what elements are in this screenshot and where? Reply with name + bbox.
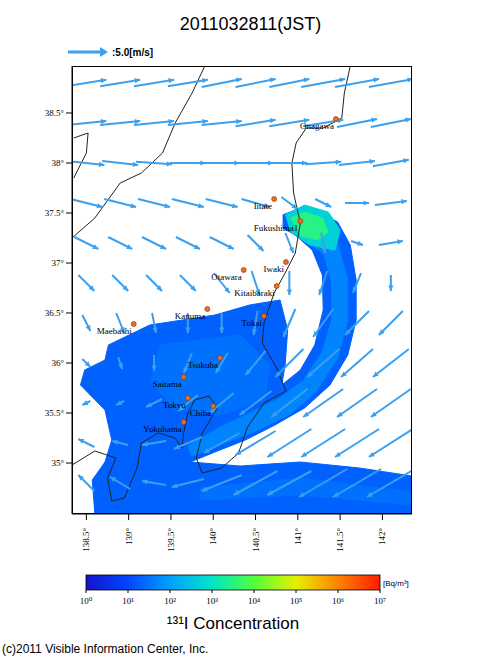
svg-text:Onagawa: Onagawa [300,121,334,131]
svg-text:10⁶: 10⁶ [332,596,344,606]
svg-text:Tokyo: Tokyo [163,400,186,410]
svg-text:Tsukuba: Tsukuba [188,360,218,370]
svg-text:139.5°: 139.5° [166,528,176,552]
svg-text:38.5°: 38.5° [45,108,65,118]
svg-text:35°: 35° [51,458,64,468]
svg-text:141°: 141° [293,528,303,546]
svg-text:35.5°: 35.5° [45,408,65,418]
svg-text:Kanuma: Kanuma [175,311,206,321]
svg-text:140°: 140° [208,528,218,546]
svg-text:141.5°: 141.5° [335,528,345,552]
svg-text:10³: 10³ [206,596,218,606]
svg-text:Iwaki: Iwaki [263,264,284,274]
svg-text:140.5°: 140.5° [251,528,261,552]
svg-text:10²: 10² [164,596,176,606]
svg-text:¹³¹I Concentration: ¹³¹I Concentration [167,614,299,633]
svg-text:Tokai: Tokai [242,318,263,328]
svg-text:10⁵: 10⁵ [290,596,302,606]
svg-text:[Bq/m³]: [Bq/m³] [383,579,409,588]
svg-text::5.0[m/s]: :5.0[m/s] [112,47,153,58]
svg-text:142°: 142° [377,528,387,546]
svg-text:36°: 36° [51,358,64,368]
svg-text:Iitate: Iitate [254,201,273,211]
svg-text:Otawara: Otawara [211,272,241,282]
svg-text:Yokohama: Yokohama [143,424,182,434]
svg-text:Maebashi: Maebashi [97,326,132,336]
svg-text:138.5°: 138.5° [81,528,91,552]
svg-text:Saitama: Saitama [153,379,182,389]
svg-text:139°: 139° [124,528,134,546]
svg-text:38°: 38° [51,158,64,168]
svg-text:37.5°: 37.5° [45,208,65,218]
svg-text:Chiba: Chiba [190,408,212,418]
html-text:2011032811(JST): 2011032811(JST) [179,14,322,34]
svg-text:Fukushima1: Fukushima1 [254,223,299,233]
svg-text:37°: 37° [51,258,64,268]
svg-text:10⁰: 10⁰ [80,596,93,606]
svg-text:(c)2011 Visible Information Ce: (c)2011 Visible Information Center, Inc. [8,642,208,656]
svg-text:10⁴: 10⁴ [248,596,260,606]
svg-text:Kitaibaraki: Kitaibaraki [234,288,275,298]
svg-text:10¹: 10¹ [122,596,134,606]
svg-text:36.5°: 36.5° [45,308,65,318]
svg-text:10⁷: 10⁷ [374,596,386,606]
